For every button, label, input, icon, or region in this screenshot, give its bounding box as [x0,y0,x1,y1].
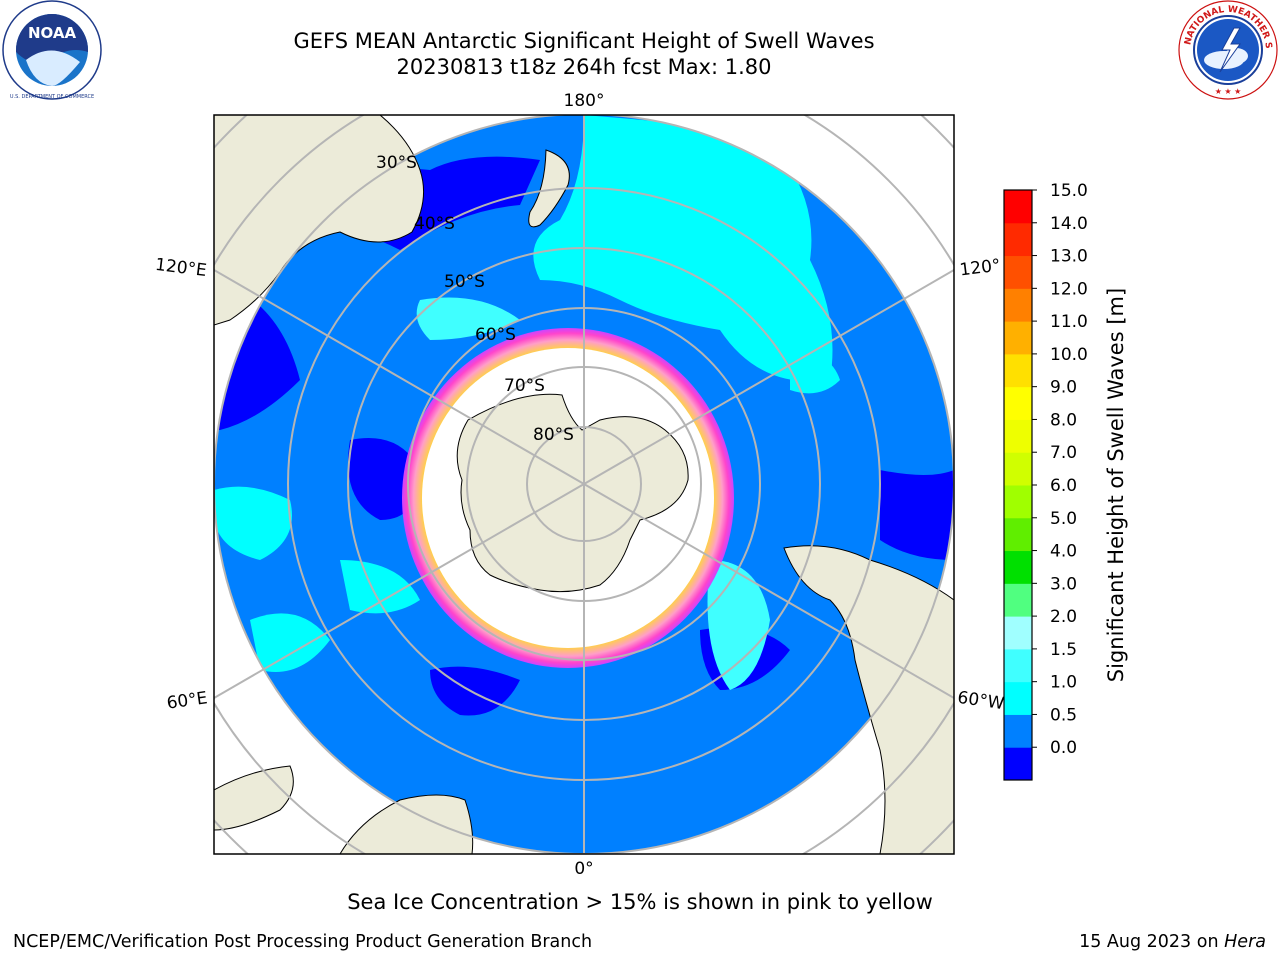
noaa-logo-text: NOAA [28,24,77,42]
colorbar-band [1004,714,1032,748]
colorbar-tick-label: 4.0 [1050,542,1077,562]
footer-branch: NCEP/EMC/Verification Post Processing Pr… [13,932,593,952]
footer-date-text: 15 Aug 2023 on [1079,932,1219,952]
colorbar-band [1004,255,1032,289]
colorbar: 15.0 14.0 13.0 12.0 11.0 10.0 9.0 8.0 7.0 6.0 5.0 4… [1003,181,1088,781]
colorbar-tick-label: 3.0 [1050,574,1077,594]
colorbar-band [1004,747,1032,781]
footer-host: Hera [1224,932,1266,952]
low-swell-region [348,438,420,520]
lon-label-60w: 60°W [956,688,1005,714]
colorbar-tick-label: 9.0 [1050,378,1077,398]
colorbar-band [1004,321,1032,355]
colorbar-tick-label: 0.0 [1050,738,1077,758]
footer-date: 15 Aug 2023 on Hera [1079,932,1266,952]
cyan-swell-region [250,613,330,672]
colorbar-band [1004,353,1032,388]
lat-label-70s: 70°S [504,376,545,396]
low-swell-region [880,470,954,560]
land-australia [214,115,425,326]
colorbar-band [1004,288,1032,322]
lon-label-120w: 120° [959,256,1002,281]
cyan-swell-region [214,486,292,560]
colorbar-band [1004,616,1032,650]
lat-label-40s: 40°S [414,214,455,234]
svg-text:U.S. DEPARTMENT OF COMMERCE: U.S. DEPARTMENT OF COMMERCE [10,94,94,100]
colorbar-band [1004,190,1032,224]
colorbar-band [1004,583,1032,617]
colorbar-label: Significant Height of Swell Waves [m] [1104,288,1128,682]
lat-label-80s: 80°S [533,425,574,445]
colorbar-tick-label: 8.0 [1050,410,1077,430]
colorbar-band [1004,386,1032,420]
colorbar-tick-label: 10.0 [1050,345,1088,365]
colorbar-band [1004,452,1032,486]
sea-ice-note: Sea Ice Concentration > 15% is shown in … [347,890,933,914]
colorbar-band [1004,681,1032,715]
nws-logo-icon: NATIONAL WEATHER SERVICE ★ ★ ★ [1176,0,1278,100]
lat-label-50s: 50°S [444,272,485,292]
cyan-swell-region [790,350,840,394]
map-title: GEFS MEAN Antarctic Significant Height o… [293,29,875,53]
colorbar-tick-label: 13.0 [1050,247,1088,267]
lon-label-120e: 120°E [154,255,208,281]
colorbar-tick-label: 1.0 [1050,673,1077,693]
colorbar-tick-label: 1.5 [1050,640,1077,660]
colorbar-tick-label: 0.5 [1050,705,1077,725]
svg-text:★ ★ ★: ★ ★ ★ [1215,87,1242,96]
lon-label-60e: 60°E [166,688,209,713]
colorbar-tick-label: 2.0 [1050,607,1077,627]
colorbar-band [1004,222,1032,257]
graticule [214,115,954,854]
lat-label-30s: 30°S [376,153,417,173]
map-subtitle: 20230813 t18z 264h fcst Max: 1.80 [396,55,772,79]
map-frame [213,114,955,855]
colorbar-band [1004,485,1032,519]
lat-label-60s: 60°S [475,325,516,345]
colorbar-band [1004,419,1032,453]
colorbar-tick-label: 7.0 [1050,443,1077,463]
land-africa [339,794,474,854]
cyan-swell-region [340,560,420,614]
lon-label-0: 0° [574,859,593,879]
colorbar-tick-label: 5.0 [1050,509,1077,529]
colorbar-tick-label: 12.0 [1050,279,1088,299]
colorbar-band [1004,550,1032,584]
cyan-swell-region [416,297,520,340]
map-area: 30°S 40°S 50°S 60°S 70°S 80°S [214,115,954,854]
colorbar-band [1004,648,1032,683]
land-new-zealand [528,149,570,228]
colorbar-tick-label: 11.0 [1050,312,1088,332]
colorbar-tick-label: 15.0 [1050,181,1088,201]
noaa-logo-icon: NOAA U.S. DEPARTMENT OF COMMERCE [2,0,102,100]
colorbar-tick-label: 14.0 [1050,214,1088,234]
cyan-swell-region [533,115,833,382]
lon-label-180: 180° [564,91,605,111]
colorbar-tick-label: 6.0 [1050,476,1077,496]
colorbar-band [1004,517,1032,552]
